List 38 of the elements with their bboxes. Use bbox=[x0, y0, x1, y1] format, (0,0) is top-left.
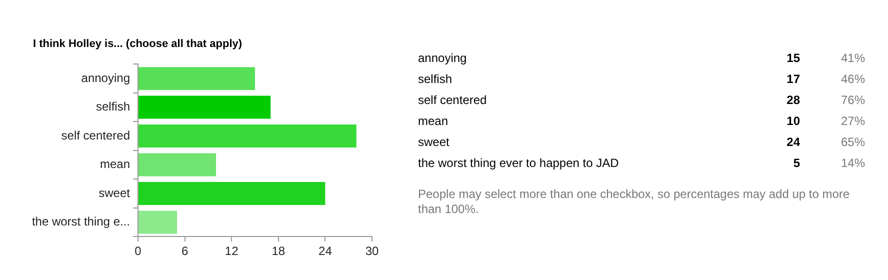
y-tick-label: self centered bbox=[61, 128, 130, 142]
category-label: mean bbox=[418, 113, 448, 130]
data-label: 27% bbox=[840, 113, 865, 130]
data-label: 41% bbox=[840, 50, 865, 67]
y-tick-label: sweet bbox=[98, 186, 131, 200]
bar bbox=[138, 153, 216, 176]
y-tick-label: selfish bbox=[96, 100, 130, 114]
data-label: 5 bbox=[793, 155, 800, 172]
data-label: 17 bbox=[786, 71, 800, 88]
bar bbox=[138, 67, 255, 90]
data-label: 28 bbox=[786, 92, 800, 109]
x-tick-label: 12 bbox=[224, 244, 239, 258]
category-label: the worst thing ever to happen to JAD bbox=[418, 155, 619, 172]
bar bbox=[138, 210, 177, 234]
data-label: 76% bbox=[840, 92, 865, 109]
data-label: 15 bbox=[786, 50, 800, 67]
chart-title: I think Holley is... (choose all that apply) bbox=[33, 38, 242, 50]
text: People may select more than one checkbox, so percentages may add up to more than 100%. bbox=[418, 187, 851, 217]
y-tick-label: the worst thing e... bbox=[32, 214, 130, 229]
bar bbox=[138, 124, 356, 148]
data-label: 46% bbox=[840, 71, 865, 88]
category-label: annoying bbox=[418, 50, 467, 67]
y-tick-label: annoying bbox=[81, 70, 130, 85]
category-label: self centered bbox=[418, 92, 487, 109]
category-label: selfish bbox=[418, 71, 452, 88]
y-tick-label: mean bbox=[100, 157, 130, 172]
bar bbox=[138, 96, 271, 119]
x-tick-label: 18 bbox=[272, 244, 286, 258]
x-tick-label: 30 bbox=[365, 244, 379, 258]
category-label: sweet bbox=[418, 134, 450, 151]
data-label: 65% bbox=[840, 134, 865, 151]
x-tick-label: 0 bbox=[134, 244, 142, 258]
x-tick-label: 24 bbox=[318, 244, 332, 258]
data-label: 24 bbox=[786, 134, 800, 151]
x-tick-label: 6 bbox=[181, 244, 188, 258]
data-label: 10 bbox=[786, 113, 800, 130]
data-label: 14% bbox=[840, 155, 865, 172]
bar bbox=[138, 182, 326, 205]
